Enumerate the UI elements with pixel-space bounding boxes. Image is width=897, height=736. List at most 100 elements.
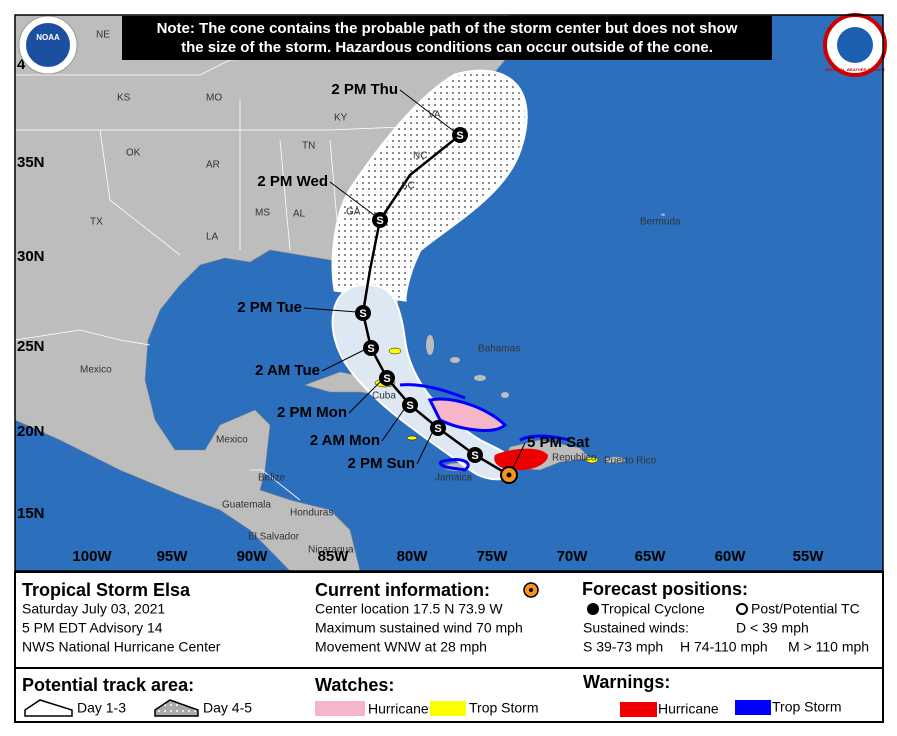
longitude-label: 55W	[793, 548, 825, 565]
place-label: MS	[255, 208, 270, 219]
hurricane-watch-swatch	[315, 701, 365, 716]
winds-text: D < 39 mph	[736, 620, 809, 636]
storm-title: Tropical Storm Elsa	[22, 580, 191, 600]
post-tc-icon	[736, 603, 748, 615]
place-label: NE	[96, 30, 110, 41]
bahamas	[426, 335, 509, 398]
place-label: MO	[206, 93, 222, 104]
latitude-label: 30N	[17, 248, 45, 265]
label-leaders	[303, 89, 526, 471]
marker: S	[367, 343, 374, 355]
place-label: KY	[334, 113, 348, 124]
latitude-label: 25N	[17, 338, 45, 355]
winds-text: M > 110 mph	[788, 639, 869, 655]
forecast-label: 2 PM Sun	[347, 455, 415, 472]
latitude-label: 35N	[17, 154, 45, 171]
place-label: Cuba	[372, 391, 396, 402]
forecast-title: Forecast positions:	[582, 579, 748, 599]
marker: S	[383, 373, 390, 385]
cone-day-4-5	[331, 69, 528, 302]
marker: S	[456, 130, 463, 142]
hurricane-warning-swatch	[620, 702, 657, 717]
forecast-label: 5 PM Sat	[527, 434, 590, 451]
place-label: TN	[302, 141, 315, 152]
latitude-label: 15N	[17, 505, 45, 522]
storm-line: Saturday July 03, 2021	[22, 601, 165, 617]
place-label: Jamaica	[435, 473, 473, 484]
info-panel: Tropical Storm Elsa Saturday July 03, 20…	[14, 571, 884, 723]
forecast-label: 2 PM Thu	[331, 81, 398, 98]
place-label: Bermuda	[640, 217, 681, 228]
map: S S S S S S S S NE KS MO KY VA OK AR TN …	[14, 13, 887, 572]
forecast-label: 2 PM Wed	[257, 173, 328, 190]
note-box	[122, 16, 772, 60]
place-label: SC	[401, 181, 415, 192]
marker: S	[406, 400, 413, 412]
place-labels: NE KS MO KY VA OK AR TN NC TX MS AL GA S…	[80, 30, 681, 556]
storm-line: 5 PM EDT Advisory 14	[22, 620, 163, 636]
place-label: GA	[346, 207, 361, 218]
nws-logo-inner	[837, 27, 873, 63]
current-line: Movement WNW at 28 mph	[315, 639, 487, 655]
noaa-logo-inner	[26, 23, 70, 67]
storm-line: NWS National Hurricane Center	[22, 639, 221, 655]
watches-title: Watches:	[315, 675, 394, 695]
legend-text: Day 1-3	[77, 700, 126, 716]
place-label: Republica	[552, 453, 597, 464]
forecast-label: 2 PM Tue	[237, 299, 302, 316]
place-label: Honduras	[290, 508, 333, 519]
nws-text: NATIONAL WEATHER SERVICE	[825, 67, 885, 72]
place-label: Puerto Rico	[604, 456, 657, 467]
longitude-label: 70W	[557, 548, 589, 565]
longitude-label: 100W	[72, 548, 112, 565]
legend-text: Day 4-5	[203, 700, 252, 716]
forecast-label: 2 AM Tue	[255, 362, 320, 379]
day-4-5-icon	[154, 699, 199, 717]
place-label: KS	[117, 93, 131, 104]
latitude-labels: 4 35N 30N 25N 20N 15N	[17, 56, 45, 522]
marker: S	[434, 423, 441, 435]
trop-storm-watch-swatch	[430, 701, 466, 716]
hurricane-watch	[427, 397, 508, 432]
trop-storm-warning	[399, 383, 571, 472]
legend-text: Post/Potential TC	[751, 601, 860, 617]
note-line: the size of the storm. Hazardous conditi…	[181, 39, 713, 56]
longitude-label: 95W	[157, 548, 189, 565]
forecast-label: 2 AM Mon	[310, 432, 380, 449]
current-position-dot	[506, 472, 512, 478]
day-1-3-icon	[24, 699, 73, 717]
puerto-rico	[604, 456, 626, 464]
noaa-text: NOAA	[36, 33, 60, 42]
current-title: Current information:	[315, 580, 490, 600]
place-label: VA	[428, 110, 441, 121]
legend-text: Trop Storm	[469, 700, 539, 716]
longitude-label: 60W	[715, 548, 747, 565]
place-label: Mexico	[80, 365, 112, 376]
place-label: LA	[206, 232, 219, 243]
winds-text: Sustained winds:	[583, 620, 689, 636]
longitude-label: 85W	[318, 548, 350, 565]
legend-text: Hurricane	[368, 701, 429, 717]
tc-icon	[587, 603, 599, 615]
bermuda	[660, 213, 665, 216]
longitude-labels: 100W 95W 90W 85W 80W 75W 70W 65W 60W 55W	[72, 548, 824, 565]
note-line: Note: The cone contains the probable pat…	[157, 20, 738, 37]
place-label: Bahamas	[478, 344, 520, 355]
winds-text: S 39-73 mph	[583, 639, 663, 655]
place-label: TX	[90, 217, 103, 228]
marker: S	[376, 215, 383, 227]
current-line: Center location 17.5 N 73.9 W	[315, 601, 503, 617]
current-icon-dot	[529, 588, 533, 592]
place-label: Guatemala	[222, 500, 271, 511]
legend-text: Tropical Cyclone	[601, 601, 705, 617]
legend-text: Trop Storm	[772, 699, 842, 715]
track-area-title: Potential track area:	[22, 675, 194, 695]
forecast-points: S S S S S S S S	[355, 127, 483, 463]
longitude-label: 80W	[397, 548, 429, 565]
longitude-label: 65W	[635, 548, 667, 565]
info-frame	[14, 571, 884, 723]
place-label: NC	[413, 151, 427, 162]
winds-text: H 74-110 mph	[680, 639, 768, 655]
longitude-label: 90W	[237, 548, 269, 565]
